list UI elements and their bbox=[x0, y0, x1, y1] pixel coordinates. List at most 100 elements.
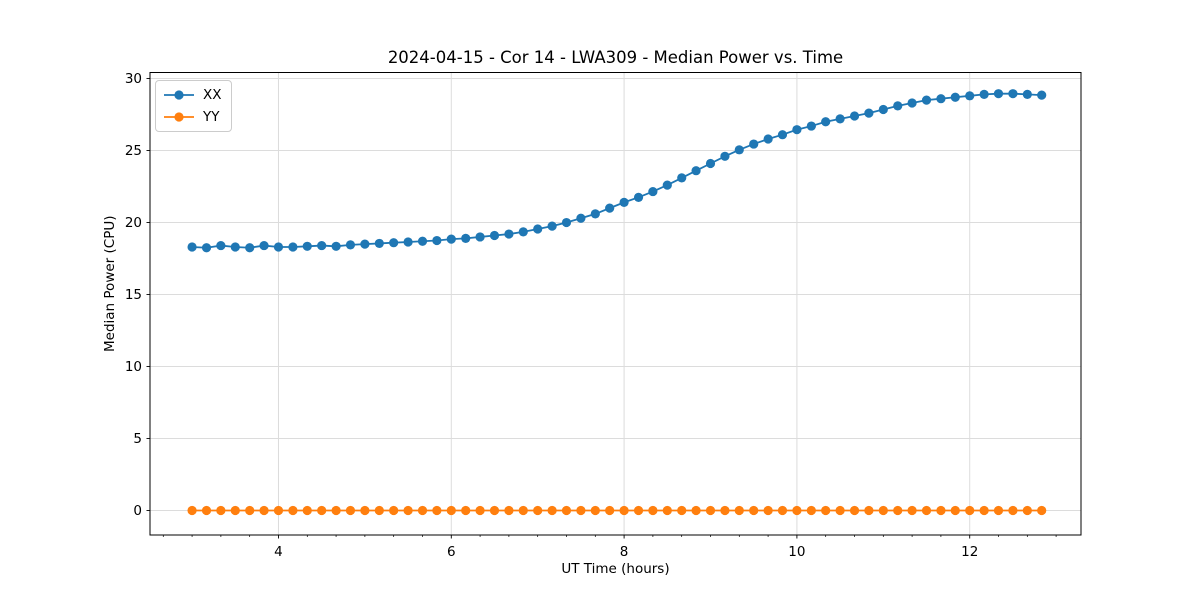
legend: XX YY bbox=[155, 80, 232, 132]
series-yy-marker bbox=[187, 505, 197, 516]
series-yy-marker bbox=[979, 505, 989, 516]
series-xx-marker bbox=[633, 192, 644, 202]
y-tick-label: 0 bbox=[133, 503, 142, 519]
series-yy-marker bbox=[950, 505, 960, 516]
series-xx-marker bbox=[417, 236, 428, 246]
series-xx-marker bbox=[691, 166, 701, 176]
series-xx-marker bbox=[403, 237, 413, 247]
x-tick-label: 10 bbox=[788, 544, 805, 560]
series-yy-marker bbox=[763, 505, 773, 516]
series-yy-marker bbox=[317, 505, 327, 516]
series-yy-marker bbox=[936, 505, 946, 516]
x-axis-label: UT Time (hours) bbox=[561, 561, 670, 577]
series-xx-marker bbox=[345, 240, 356, 250]
series-xx-marker bbox=[648, 186, 658, 197]
series-xx-marker bbox=[849, 111, 860, 121]
series-xx-line bbox=[192, 92, 1042, 249]
series-yy-marker bbox=[878, 505, 888, 516]
series-yy-marker bbox=[389, 505, 399, 516]
series-yy-marker bbox=[590, 505, 600, 516]
series-yy-marker bbox=[230, 505, 240, 516]
series-xx-marker bbox=[288, 242, 298, 252]
legend-item-yy: YY bbox=[163, 106, 222, 128]
series-xx-marker bbox=[662, 180, 672, 190]
series-yy-marker bbox=[806, 505, 816, 516]
series-xx-marker bbox=[461, 233, 471, 243]
series-xx-marker bbox=[504, 229, 514, 239]
series-xx-marker bbox=[216, 240, 226, 251]
series-xx-marker bbox=[950, 92, 960, 102]
legend-label-yy: YY bbox=[203, 109, 220, 125]
series-xx-marker bbox=[979, 89, 989, 99]
series-xx-marker bbox=[201, 243, 212, 253]
series-xx-marker bbox=[993, 89, 1004, 99]
x-tick-label: 12 bbox=[961, 544, 978, 560]
series-yy-marker bbox=[475, 505, 485, 516]
series-yy-marker bbox=[360, 505, 370, 516]
series-yy-marker bbox=[201, 505, 212, 516]
x-tick-label: 4 bbox=[274, 544, 283, 560]
series-yy-marker bbox=[576, 505, 586, 516]
series-yy-marker bbox=[662, 505, 672, 516]
series-yy-marker bbox=[1037, 505, 1047, 516]
series-xx-marker bbox=[533, 224, 543, 234]
series-yy-marker bbox=[705, 505, 716, 516]
series-xx-marker bbox=[921, 95, 932, 105]
series-yy-marker bbox=[849, 505, 860, 516]
series-yy-marker bbox=[504, 505, 514, 516]
y-tick-label: 15 bbox=[125, 287, 142, 303]
series-yy-marker bbox=[374, 505, 384, 516]
legend-sample-xx-icon bbox=[164, 90, 194, 100]
series-xx-marker bbox=[245, 243, 255, 253]
series-yy-marker bbox=[461, 505, 471, 516]
series-xx-marker bbox=[374, 238, 384, 249]
series-yy-marker bbox=[1022, 505, 1032, 516]
series-xx-marker bbox=[893, 101, 903, 111]
series-xx-marker bbox=[677, 173, 687, 183]
series-xx-marker bbox=[749, 139, 759, 149]
series-yy-marker bbox=[965, 505, 975, 516]
series-yy-marker bbox=[417, 505, 428, 516]
y-tick-label: 5 bbox=[133, 431, 142, 447]
series-xx-marker bbox=[605, 203, 615, 213]
series-xx-marker bbox=[619, 197, 629, 207]
series-yy-marker bbox=[648, 505, 658, 516]
series-xx-marker bbox=[965, 91, 975, 101]
series-xx-marker bbox=[576, 213, 586, 223]
series-yy-marker bbox=[633, 505, 644, 516]
series-yy-marker bbox=[533, 505, 543, 516]
series-yy-marker bbox=[864, 505, 874, 516]
series-xx-marker bbox=[273, 242, 284, 252]
series-xx-marker bbox=[821, 117, 831, 127]
series-xx-marker bbox=[317, 240, 327, 251]
series-xx-marker bbox=[777, 130, 788, 140]
series-yy-marker bbox=[691, 505, 701, 516]
series-xx-marker bbox=[792, 125, 802, 135]
series-xx-marker bbox=[763, 134, 773, 144]
series-xx-marker bbox=[1008, 89, 1018, 99]
series-xx-marker bbox=[547, 221, 557, 231]
series-xx-marker bbox=[705, 158, 716, 169]
series-yy-marker bbox=[821, 505, 831, 516]
series-yy-marker bbox=[331, 505, 341, 516]
series-xx-marker bbox=[187, 242, 197, 252]
series-yy-marker bbox=[403, 505, 413, 516]
series-yy-marker bbox=[777, 505, 788, 516]
series-yy-marker bbox=[677, 505, 687, 516]
series-xx-marker bbox=[475, 232, 485, 242]
series-yy-marker bbox=[907, 505, 917, 516]
series-yy-marker bbox=[489, 505, 500, 516]
y-tick-label: 20 bbox=[125, 215, 142, 231]
series-xx-marker bbox=[432, 235, 442, 246]
series-xx-marker bbox=[489, 230, 500, 241]
series-xx-marker bbox=[720, 151, 730, 161]
series-xx-marker bbox=[446, 234, 456, 244]
series-yy-marker bbox=[216, 505, 226, 516]
x-tick-label: 6 bbox=[447, 544, 456, 560]
series-xx-marker bbox=[230, 242, 240, 252]
series-xx-marker bbox=[1022, 89, 1032, 99]
series-yy-marker bbox=[259, 505, 269, 516]
series-yy-marker bbox=[749, 505, 759, 516]
series-yy-marker bbox=[273, 505, 284, 516]
series-yy-marker bbox=[893, 505, 903, 516]
